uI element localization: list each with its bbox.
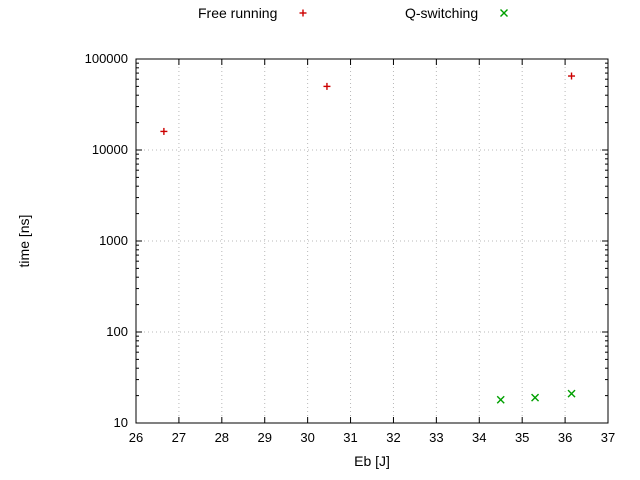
- x-tick-label: 36: [558, 430, 572, 445]
- x-tick-label: 32: [386, 430, 400, 445]
- legend-item-q-switching: Q-switching: [405, 5, 510, 21]
- y-tick-label: 1000: [99, 233, 128, 248]
- x-tick-label: 31: [343, 430, 357, 445]
- data-point-cross: [500, 9, 509, 17]
- y-tick-label: 10000: [92, 142, 128, 157]
- legend-label-free-running: Free running: [198, 5, 278, 21]
- x-tick-label: 35: [515, 430, 529, 445]
- data-point-cross: [496, 395, 505, 404]
- legend: Free running Q-switching: [0, 5, 640, 25]
- x-tick-label: 30: [300, 430, 314, 445]
- x-tick-label: 33: [429, 430, 443, 445]
- data-point-cross: [531, 393, 540, 402]
- x-tick-label: 28: [215, 430, 229, 445]
- y-tick-label: 100000: [85, 51, 128, 66]
- plus-glyph: [299, 9, 307, 17]
- x-tick-label: 34: [472, 430, 486, 445]
- x-axis-label: Eb [J]: [354, 453, 390, 469]
- x-tick-label: 26: [129, 430, 143, 445]
- legend-item-free-running: Free running: [198, 5, 309, 21]
- cross-marker-icon: [498, 7, 510, 19]
- y-tick-label: 100: [106, 324, 128, 339]
- legend-label-q-switching: Q-switching: [405, 5, 479, 21]
- y-tick-label: 10: [114, 415, 128, 430]
- x-tick-label: 29: [257, 430, 271, 445]
- data-point-cross: [567, 389, 576, 398]
- y-axis-label: time [ns]: [16, 214, 32, 268]
- plus-marker-icon: [297, 7, 309, 19]
- cross-glyph: [500, 9, 509, 17]
- x-tick-label: 27: [172, 430, 186, 445]
- x-tick-label: 37: [601, 430, 615, 445]
